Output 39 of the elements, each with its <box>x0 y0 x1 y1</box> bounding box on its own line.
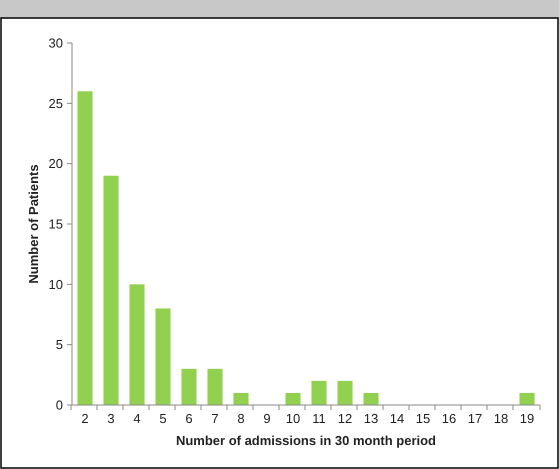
x-tick-label: 2 <box>81 411 89 426</box>
bar <box>155 308 171 405</box>
x-tick-label: 10 <box>286 411 300 426</box>
bar <box>363 392 379 405</box>
y-tick-label: 0 <box>56 398 63 413</box>
x-axis-title: Number of admissions in 30 month period <box>176 433 436 448</box>
bar <box>337 380 353 405</box>
x-tick-label: 19 <box>520 411 534 426</box>
y-axis-title: Number of Patients <box>26 164 41 284</box>
bar <box>207 368 223 405</box>
y-tick-label: 30 <box>48 36 63 51</box>
y-tick-label: 15 <box>48 216 63 232</box>
bar <box>129 284 145 405</box>
bar <box>77 91 93 405</box>
x-tick-label: 3 <box>107 411 115 426</box>
x-tick-label: 5 <box>159 411 167 426</box>
x-tick-label: 8 <box>237 411 245 426</box>
x-tick-label: 16 <box>442 411 456 426</box>
y-tick-label: 5 <box>56 337 63 352</box>
bar <box>233 392 249 405</box>
y-tick-label: 25 <box>48 96 63 111</box>
x-tick-label: 15 <box>416 411 430 426</box>
bar <box>285 392 301 405</box>
y-tick-label: 20 <box>48 156 63 172</box>
bar <box>181 368 197 405</box>
x-tick-label: 14 <box>390 411 404 426</box>
bar <box>519 392 535 405</box>
y-tick-label: 10 <box>48 276 63 292</box>
x-tick-label: 4 <box>133 411 141 426</box>
x-tick-label: 18 <box>494 411 508 426</box>
x-tick-label: 6 <box>185 411 193 426</box>
x-tick-label: 17 <box>468 411 482 426</box>
x-tick-label: 12 <box>338 411 352 426</box>
x-tick-label: 11 <box>312 411 326 426</box>
bar <box>311 380 327 405</box>
x-tick-label: 7 <box>211 411 219 426</box>
x-tick-label: 13 <box>364 411 378 426</box>
bar <box>103 176 119 405</box>
x-tick-label: 9 <box>263 411 271 426</box>
